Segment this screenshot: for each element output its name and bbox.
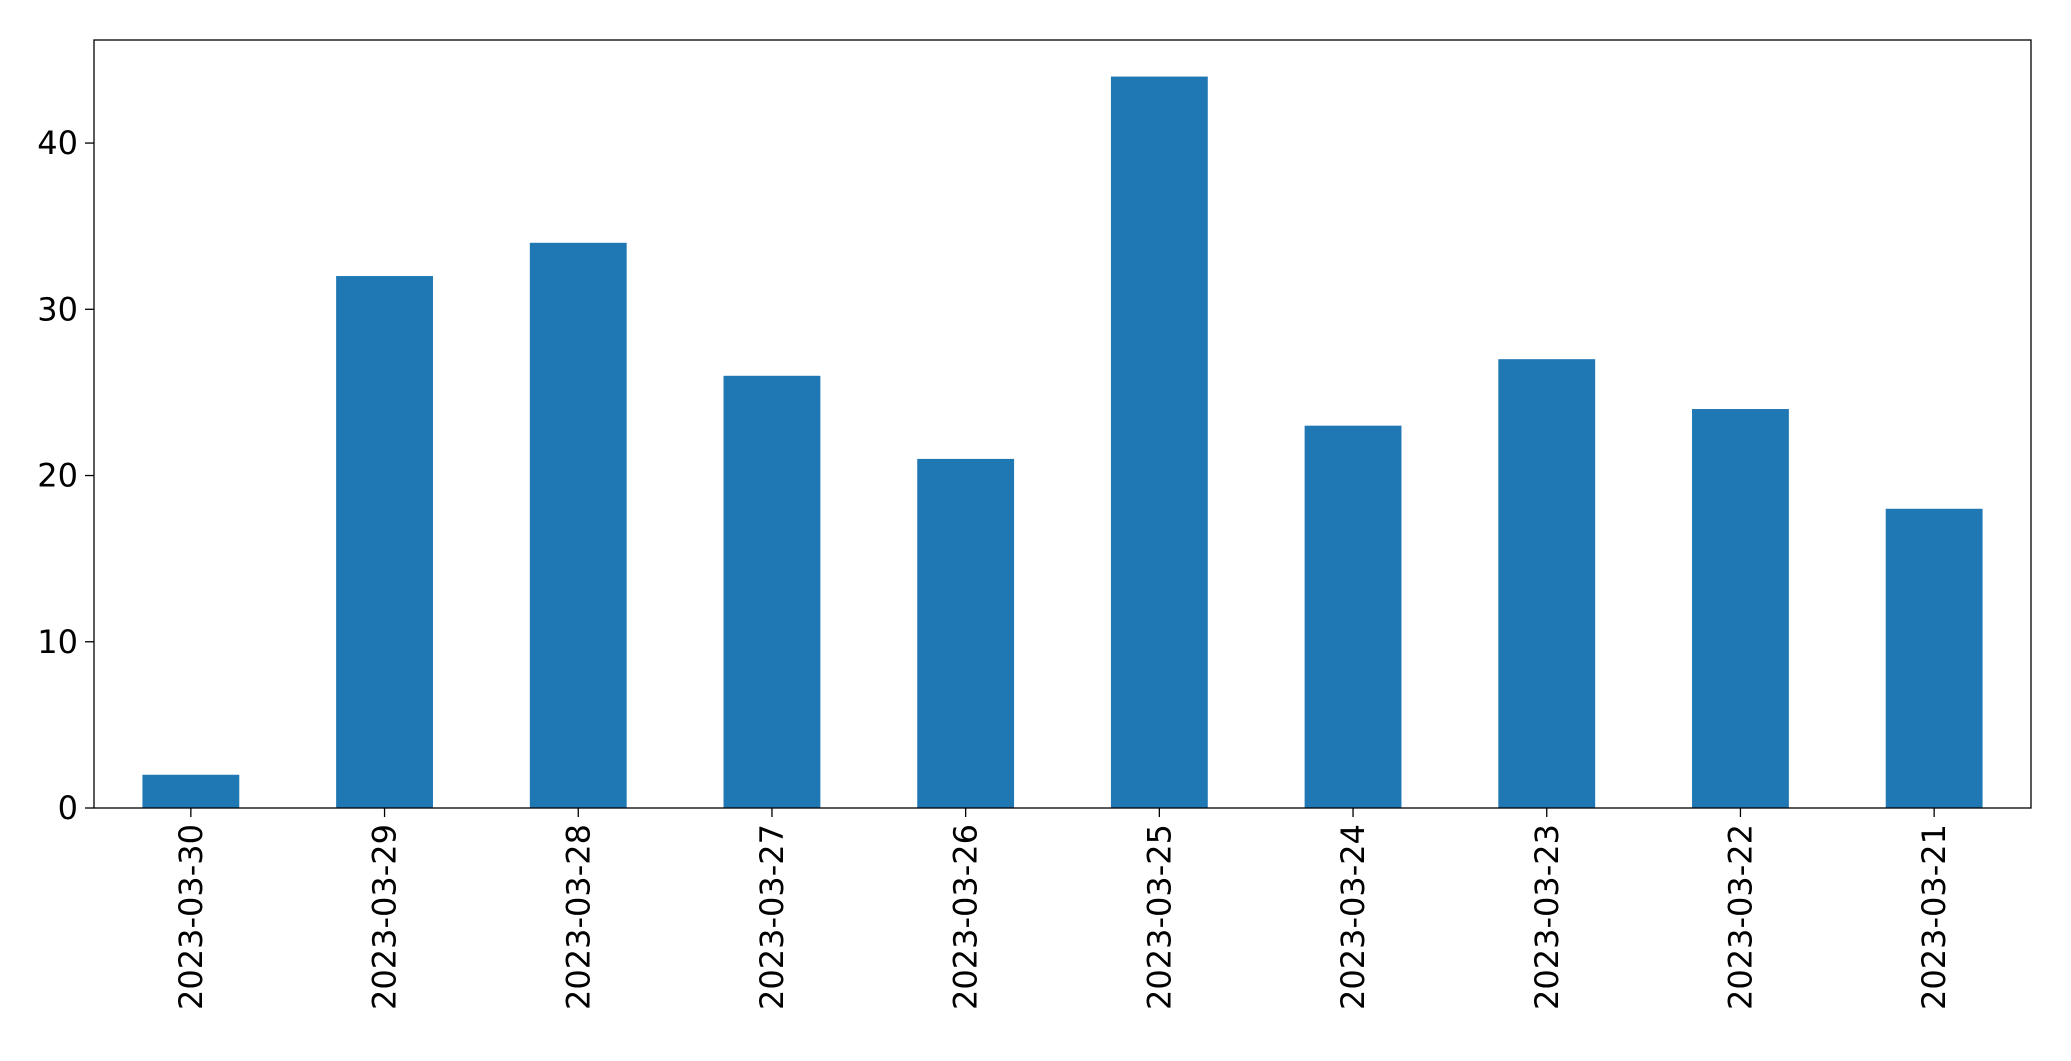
bar [1692, 409, 1789, 808]
bar [917, 458, 1015, 808]
y-tick-label: 10 [37, 623, 78, 661]
bar [1110, 76, 1208, 809]
bar [1885, 508, 1983, 808]
x-tick-label: 2023-03-27 [753, 824, 791, 1010]
y-tick-label: 20 [37, 457, 78, 495]
x-tick-label: 2023-03-22 [1721, 824, 1759, 1010]
x-tick-label: 2023-03-26 [947, 824, 985, 1010]
y-tick-label: 30 [37, 290, 78, 328]
bar [1304, 425, 1402, 808]
x-tick-label: 2023-03-30 [172, 824, 210, 1010]
x-tick-label: 2023-03-23 [1528, 824, 1566, 1010]
x-tick-label: 2023-03-25 [1140, 824, 1178, 1010]
y-tick-label: 40 [37, 124, 78, 162]
y-tick-label: 0 [58, 789, 78, 827]
bar [529, 242, 627, 809]
bar [142, 774, 240, 808]
bar [1498, 359, 1596, 808]
bar [723, 375, 821, 808]
x-tick-label: 2023-03-24 [1334, 824, 1372, 1010]
plot-frame [93, 39, 2032, 809]
x-tick-label: 2023-03-29 [366, 824, 404, 1010]
x-tick-label: 2023-03-28 [559, 824, 597, 1010]
bar [336, 276, 433, 808]
x-tick-label: 2023-03-21 [1915, 824, 1953, 1010]
